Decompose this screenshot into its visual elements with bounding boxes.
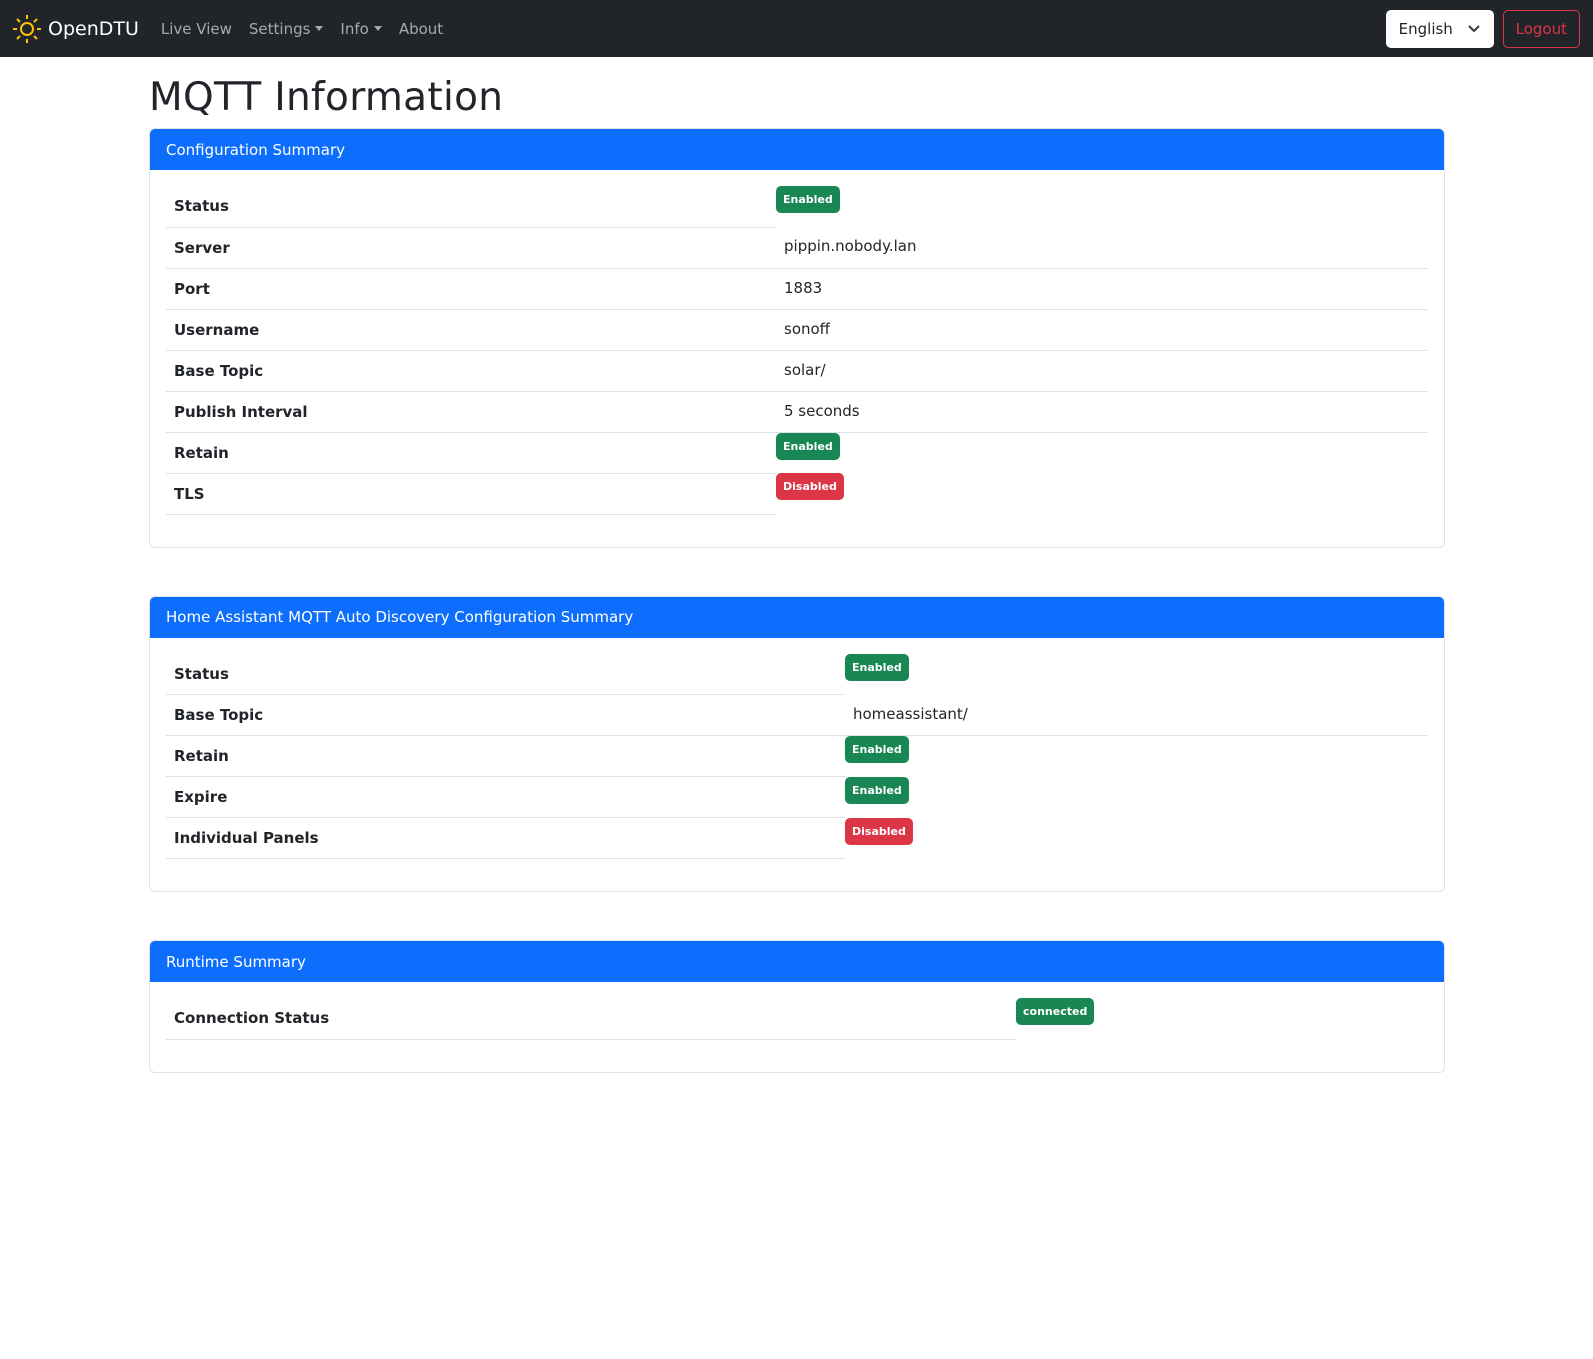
table-row: Expire Enabled [166, 776, 1428, 818]
row-label: Server [166, 227, 776, 269]
table-row: Base Topic solar/ [166, 350, 1428, 392]
card-header: Configuration Summary [150, 129, 1444, 170]
row-label: Retain [166, 432, 776, 474]
nav-link-about[interactable]: About [399, 20, 443, 38]
table-row: TLS Disabled [166, 473, 1428, 515]
row-label: Base Topic [166, 350, 776, 392]
row-value: solar/ [776, 350, 1428, 392]
status-badge: Enabled [845, 736, 909, 763]
caret-down-icon [373, 26, 382, 31]
summary-table: Status Enabled Base Topic homeassistant/Ret… [166, 653, 1428, 859]
card-2: Runtime Summary Connection Status connecte… [149, 940, 1445, 1073]
nav-link-info[interactable]: Info [340, 19, 382, 38]
table-row: Username sonoff [166, 309, 1428, 351]
nav-link-label: About [398, 19, 444, 38]
table-row: Publish Interval 5 seconds [166, 391, 1428, 433]
brand-link[interactable]: OpenDTU [12, 14, 139, 44]
row-value: 1883 [776, 268, 1428, 310]
card-header: Home Assistant MQTT Auto Discovery Confi… [150, 596, 1444, 638]
row-label: Base Topic [166, 694, 845, 736]
sun-icon [13, 14, 41, 43]
language-select[interactable]: English [1385, 10, 1494, 48]
table-row: Status Enabled [166, 186, 1428, 228]
row-value: homeassistant/ [845, 694, 1428, 736]
logout-button[interactable]: Logout [1502, 10, 1580, 48]
row-label: Username [166, 309, 776, 351]
status-badge: Enabled [845, 776, 909, 804]
row-label: Port [166, 268, 776, 310]
chevron-down-icon [1467, 25, 1480, 33]
row-value: pippin.nobody.lan [776, 227, 1428, 269]
card-0: Configuration Summary Status Enabled Server… [149, 128, 1445, 548]
table-row: Connection Status connected [166, 998, 1428, 1040]
nav-link-settings[interactable]: Settings [249, 20, 324, 38]
language-value: English [1398, 20, 1453, 38]
row-label: Status [166, 653, 845, 695]
row-label: Status [166, 186, 776, 228]
row-label: TLS [166, 473, 776, 515]
row-label: Individual Panels [166, 817, 845, 859]
row-label: Publish Interval [166, 391, 776, 433]
card-header: Runtime Summary [150, 941, 1444, 982]
nav-link-live-view[interactable]: Live View [161, 20, 232, 38]
caret-down-icon [315, 26, 324, 31]
status-badge: Disabled [776, 473, 844, 500]
status-badge: Disabled [845, 817, 913, 845]
row-label: Expire [166, 776, 845, 818]
summary-table: Connection Status connected [166, 998, 1428, 1040]
table-row: Retain Enabled [166, 735, 1428, 777]
status-badge: Enabled [845, 653, 909, 681]
page-title: MQTT Information [149, 75, 504, 120]
status-badge: Enabled [776, 432, 840, 460]
table-row: Base Topic homeassistant/ [166, 694, 1428, 736]
navbar: OpenDTU Live View Settings Info About Engli… [0, 0, 1593, 57]
table-row: Retain Enabled [166, 432, 1428, 474]
table-row: Port 1883 [166, 268, 1428, 310]
nav-link-label: Info [340, 19, 369, 38]
table-row: Server pippin.nobody.lan [166, 227, 1428, 269]
table-row: Status Enabled [166, 653, 1428, 695]
row-value: 5 seconds [776, 391, 1428, 433]
status-badge: connected [1016, 998, 1095, 1025]
status-badge: Enabled [776, 186, 840, 213]
brand-name: OpenDTU [48, 17, 139, 40]
nav-link-label: Live View [160, 19, 232, 38]
row-label: Retain [166, 735, 845, 777]
row-label: Connection Status [166, 998, 1016, 1040]
table-row: Individual Panels Disabled [166, 817, 1428, 859]
summary-table: Status Enabled Server pippin.nobody.lan Port… [166, 186, 1428, 515]
card-1: Home Assistant MQTT Auto Discovery Confi… [149, 595, 1445, 892]
row-value: sonoff [776, 309, 1428, 351]
nav-link-label: Settings [248, 19, 311, 38]
